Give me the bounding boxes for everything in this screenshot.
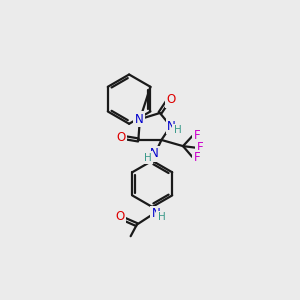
Text: H: H	[174, 125, 182, 135]
Text: O: O	[116, 131, 125, 144]
Text: N: N	[135, 113, 143, 126]
Text: O: O	[167, 93, 176, 106]
Text: H: H	[158, 212, 165, 222]
Text: N: N	[150, 147, 159, 160]
Text: F: F	[194, 129, 200, 142]
Text: O: O	[115, 211, 124, 224]
Text: H: H	[145, 153, 152, 163]
Text: F: F	[194, 151, 200, 164]
Text: N: N	[167, 120, 176, 133]
Text: N: N	[152, 207, 161, 220]
Text: F: F	[196, 141, 203, 154]
